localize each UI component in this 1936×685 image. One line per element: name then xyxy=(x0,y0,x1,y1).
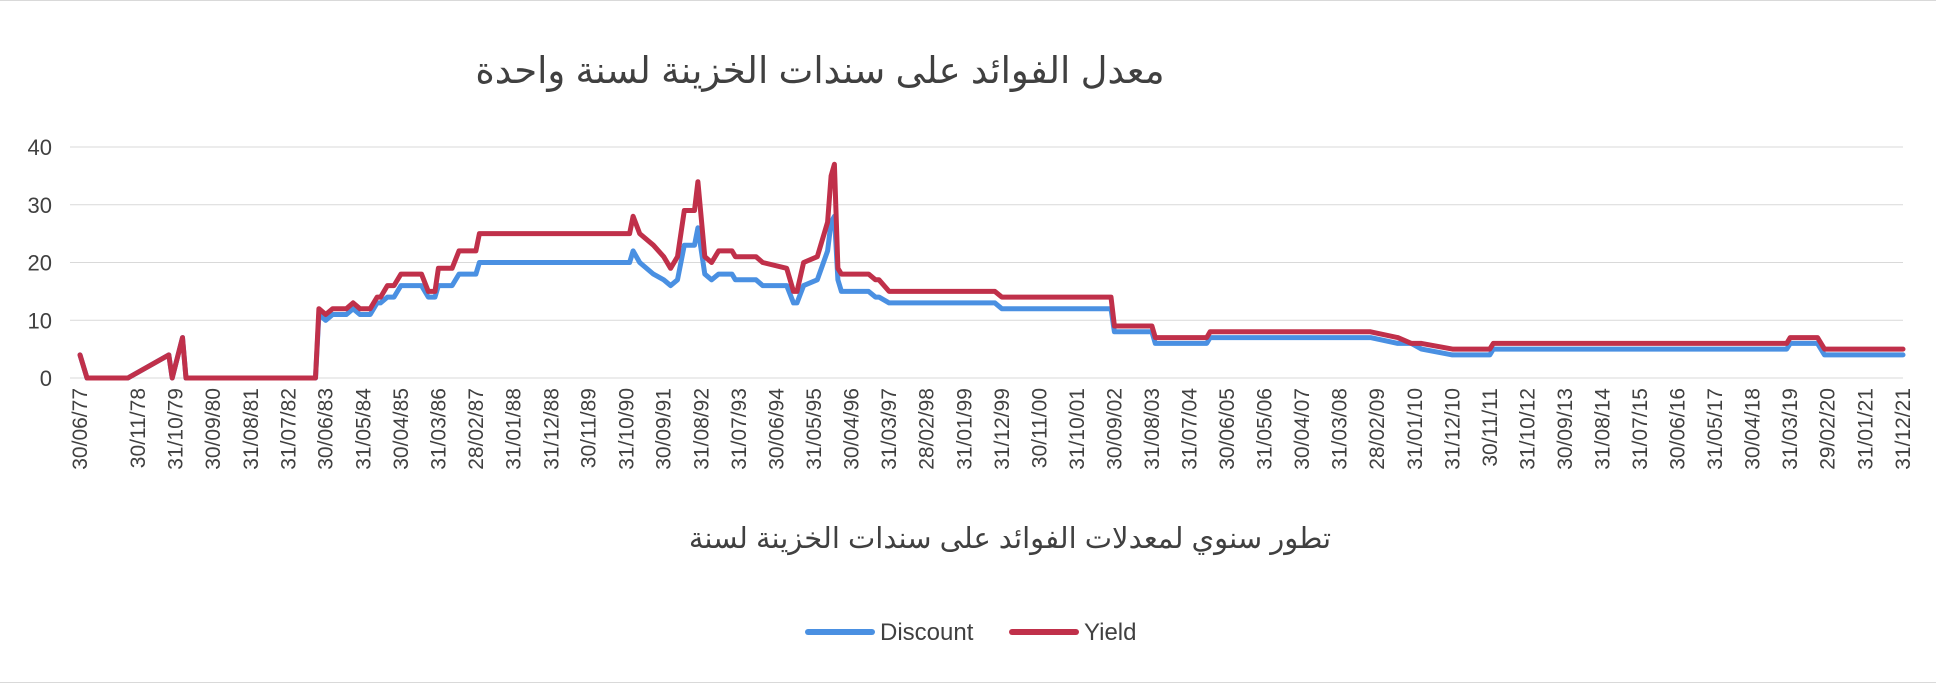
y-axis: 0 10 20 30 40 xyxy=(28,135,52,391)
x-tick-label: 30/11/89 xyxy=(578,388,601,468)
x-tick-label: 31/01/10 xyxy=(1404,388,1427,470)
x-tick-label: 30/11/11 xyxy=(1479,388,1502,467)
x-tick-label: 30/06/94 xyxy=(765,388,788,470)
x-tick-label: 31/10/01 xyxy=(1066,388,1089,470)
x-tick-label: 31/05/95 xyxy=(803,388,826,470)
x-tick-label: 30/06/16 xyxy=(1667,388,1690,470)
x-tick-label: 31/10/12 xyxy=(1517,388,1540,470)
x-tick-label: 31/12/10 xyxy=(1441,388,1464,470)
x-tick-label: 28/02/98 xyxy=(916,388,939,470)
x-axis: 30/06/77 30/11/78 31/10/79 30/09/80 31/08/81… xyxy=(69,388,1915,470)
x-tick-label: 29/02/20 xyxy=(1817,388,1840,470)
legend-label-yield: Yield xyxy=(1084,619,1136,646)
legend-label-discount: Discount xyxy=(880,619,974,646)
x-tick-label: 30/06/83 xyxy=(315,388,338,470)
x-tick-label: 31/10/79 xyxy=(165,388,188,470)
x-tick-label: 30/06/05 xyxy=(1216,388,1239,470)
x-tick-label: 31/01/21 xyxy=(1855,388,1878,470)
x-tick-label: 31/08/81 xyxy=(240,388,263,470)
x-tick-label: 30/04/96 xyxy=(840,388,863,470)
chart-title: معدل الفوائد على سندات الخزينة لسنة واحد… xyxy=(475,50,1164,92)
x-tick-label: 30/09/13 xyxy=(1554,388,1577,470)
x-tick-label: 31/12/88 xyxy=(540,388,563,470)
x-tick-label: 31/12/99 xyxy=(991,388,1014,470)
plot-area xyxy=(77,161,1906,381)
y-tick-label: 30 xyxy=(28,193,52,218)
x-tick-label: 30/11/00 xyxy=(1028,388,1051,468)
x-tick-label: 31/01/99 xyxy=(953,388,976,470)
x-tick-label: 31/03/97 xyxy=(878,388,901,470)
x-tick-label: 28/02/87 xyxy=(465,388,488,470)
x-tick-label: 28/02/09 xyxy=(1366,388,1389,470)
x-tick-label: 31/07/82 xyxy=(277,388,300,470)
y-tick-label: 10 xyxy=(28,308,52,333)
y-tick-label: 0 xyxy=(40,366,52,391)
x-tick-label: 31/03/86 xyxy=(427,388,450,470)
gridlines xyxy=(70,146,1903,379)
legend: Discount Yield xyxy=(805,619,1136,646)
x-tick-label: 31/03/19 xyxy=(1779,388,1802,470)
x-tick-label: 30/09/80 xyxy=(202,388,225,470)
x-tick-label: 30/09/02 xyxy=(1103,388,1126,470)
x-tick-label: 31/12/21 xyxy=(1892,388,1915,470)
x-tick-label: 31/03/08 xyxy=(1329,388,1352,470)
x-tick-label: 31/10/90 xyxy=(615,388,638,470)
x-tick-label: 30/06/77 xyxy=(69,388,92,470)
x-tick-label: 31/07/93 xyxy=(728,388,751,470)
x-tick-label: 31/07/04 xyxy=(1179,388,1202,470)
x-tick-label: 30/04/18 xyxy=(1742,388,1765,470)
series-line-discount xyxy=(77,213,1906,381)
x-tick-label: 31/08/03 xyxy=(1141,388,1164,470)
x-tick-label: 30/04/07 xyxy=(1291,388,1314,470)
x-tick-label: 30/11/78 xyxy=(127,388,150,468)
x-tick-label: 30/04/85 xyxy=(390,388,413,470)
x-axis-label: تطور سنوي لمعدلات الفوائد على سندات الخز… xyxy=(689,523,1331,555)
series-line-yield xyxy=(77,161,1906,381)
x-tick-label: 31/05/17 xyxy=(1704,388,1727,470)
x-tick-label: 31/08/92 xyxy=(690,388,713,470)
x-tick-label: 31/08/14 xyxy=(1592,388,1615,470)
x-tick-label: 30/09/91 xyxy=(653,388,676,470)
x-tick-label: 31/07/15 xyxy=(1629,388,1652,470)
x-tick-label: 31/05/06 xyxy=(1254,388,1277,470)
y-tick-label: 20 xyxy=(28,251,52,276)
x-tick-label: 31/05/84 xyxy=(352,388,375,470)
y-tick-label: 40 xyxy=(28,135,52,160)
x-tick-label: 31/01/88 xyxy=(503,388,526,470)
